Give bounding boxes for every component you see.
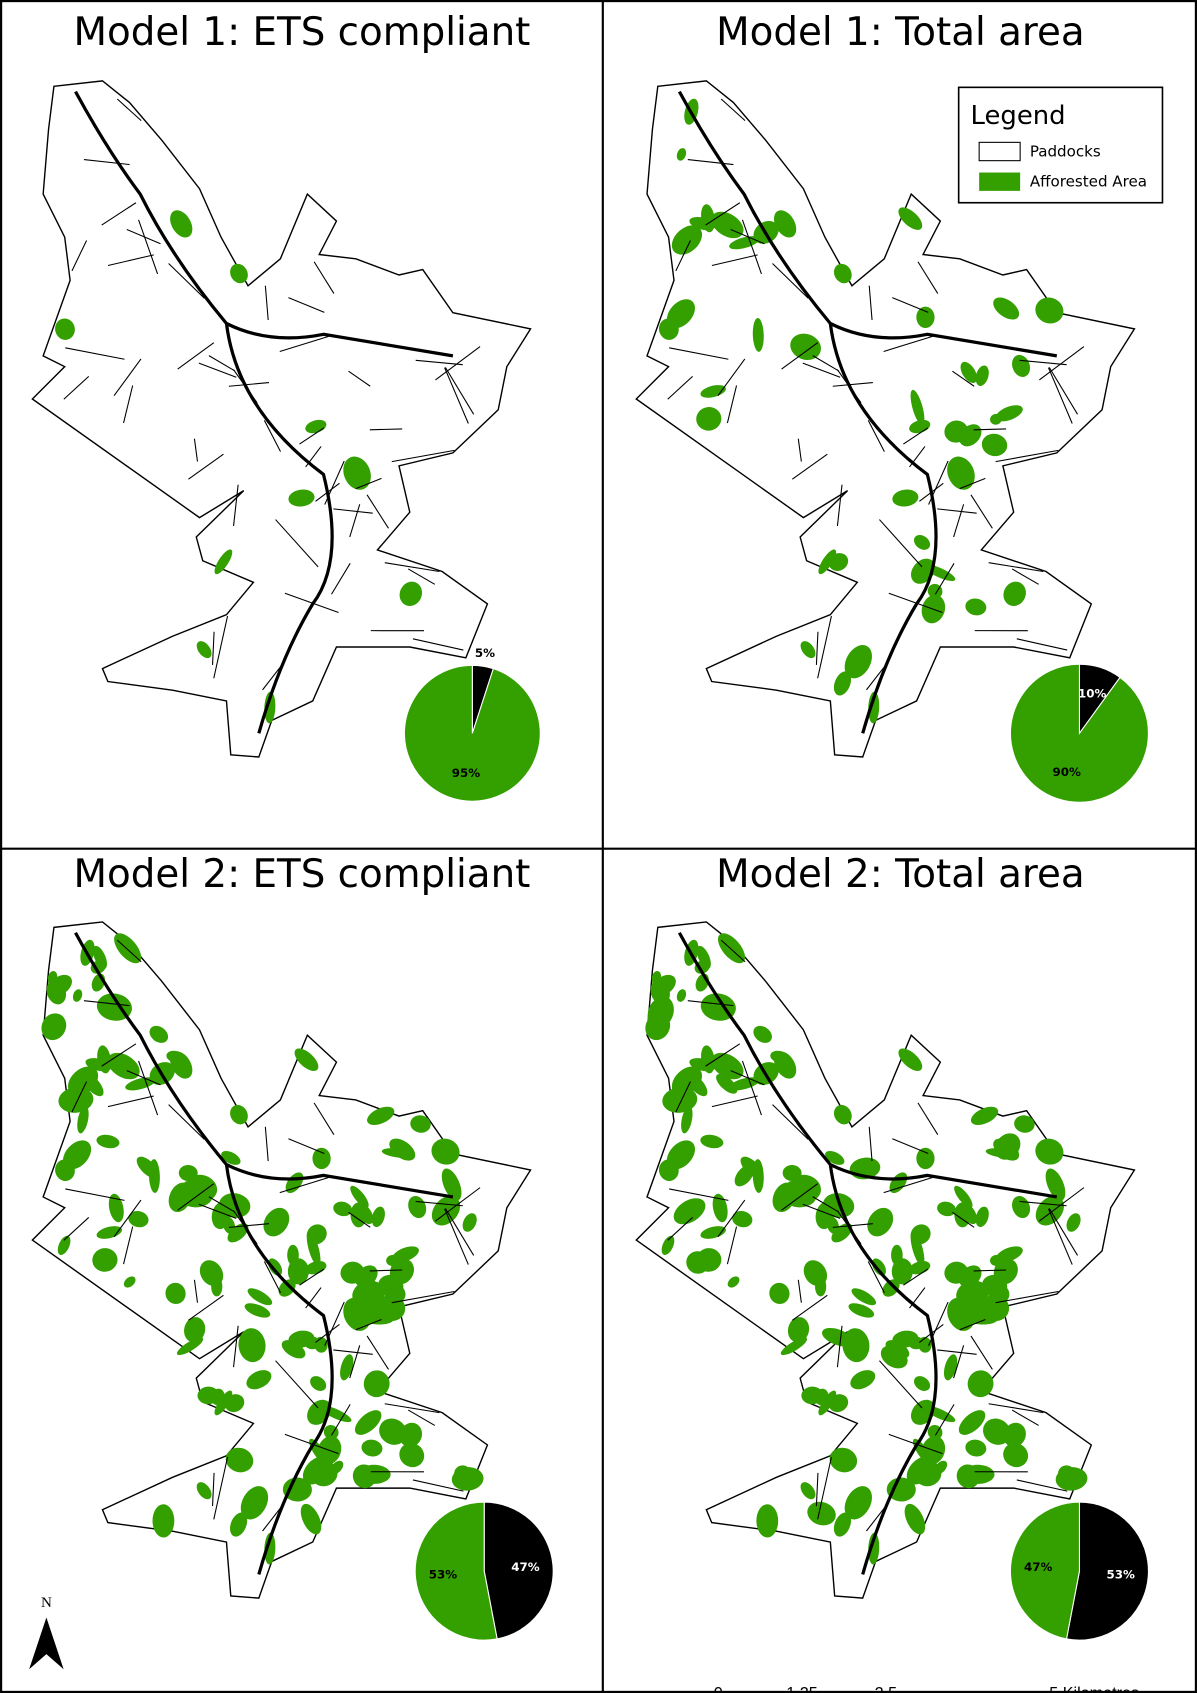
north-arrow-shape (29, 1618, 64, 1670)
pie-label: 90% (1052, 765, 1081, 779)
pie-label: 5% (475, 646, 495, 660)
scale-label: 0 (714, 1684, 723, 1693)
pie-label: 53% (429, 1568, 458, 1582)
pie-slice (1010, 664, 1148, 802)
map (32, 922, 530, 1598)
maps (32, 81, 1134, 1598)
legend: Legend Paddocks Afforested Area (959, 87, 1163, 202)
pie-label: 47% (1024, 1560, 1053, 1574)
panel-title: Model 1: ETS compliant (74, 10, 531, 55)
pie-label: 47% (511, 1560, 540, 1574)
panel-title: Model 1: Total area (716, 10, 1085, 55)
study-area (32, 81, 530, 757)
pie-label: 10% (1078, 686, 1107, 700)
afforested-patch (756, 1504, 778, 1537)
scale-label: 5 Kilometres (1049, 1684, 1139, 1693)
map (636, 922, 1134, 1598)
north-label: N (41, 1595, 52, 1611)
legend-title: Legend (971, 101, 1066, 131)
scale-label: 2.5 (875, 1684, 897, 1693)
legend-swatch (979, 173, 1020, 191)
legend-label: Paddocks (1030, 143, 1101, 161)
afforested-patch (152, 1504, 174, 1537)
map (32, 81, 530, 757)
panel-title: Model 2: ETS compliant (74, 852, 531, 897)
figure: Legend Paddocks Afforested Area N 0 1.25 2… (0, 0, 1197, 1693)
pie-slice (404, 665, 540, 801)
scale-label: 1.25 (786, 1684, 817, 1693)
legend-label: Afforested Area (1030, 173, 1147, 191)
pie-label: 95% (452, 766, 481, 780)
pie-label: 53% (1106, 1568, 1135, 1582)
legend-swatch (979, 142, 1020, 160)
north-arrow: N (29, 1595, 64, 1669)
panel-title: Model 2: Total area (716, 852, 1085, 897)
